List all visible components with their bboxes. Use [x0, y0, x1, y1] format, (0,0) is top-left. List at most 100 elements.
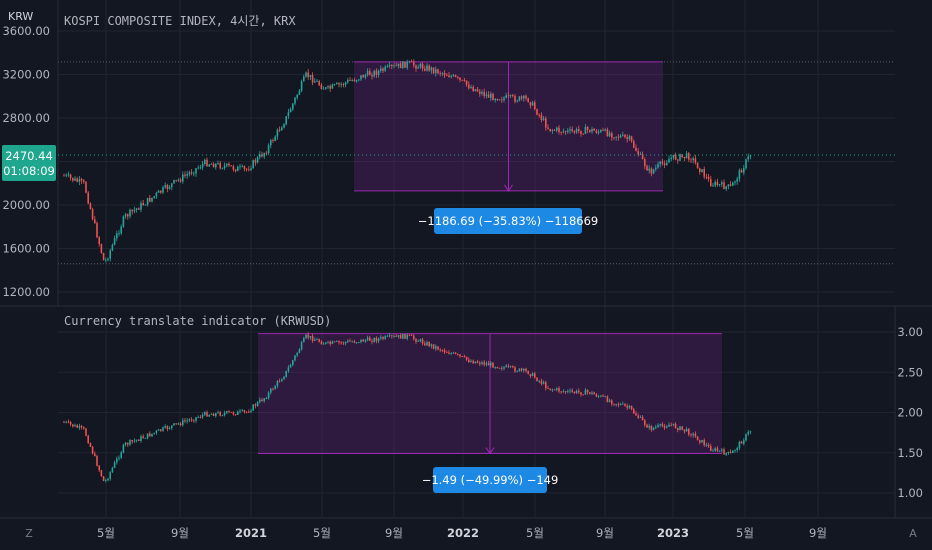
krwusd-candle [529, 374, 532, 377]
kospi-candle [303, 76, 305, 82]
kospi-candle [501, 99, 503, 101]
krwusd-candle [270, 388, 272, 393]
krwusd-candle [292, 360, 294, 365]
krwusd-candle [94, 453, 96, 456]
kospi-candle [283, 124, 285, 128]
kospi-candle [105, 259, 107, 261]
krwusd-candle [514, 367, 516, 372]
krwusd-candle [589, 392, 591, 394]
measure-tool-top[interactable] [354, 61, 663, 192]
kospi-candle [380, 68, 382, 71]
kospi-candle [591, 128, 593, 132]
krwusd-candle [560, 391, 562, 393]
measure-bottom-arrow-head [485, 447, 495, 455]
kospi-candle [630, 136, 633, 142]
krwusd-candle [417, 341, 419, 342]
krwusd-candle [296, 352, 298, 356]
kospi-candle [193, 173, 195, 175]
krwusd-candle [454, 352, 457, 354]
auto-scale-right-button[interactable]: A [909, 527, 917, 540]
kospi-candle [404, 61, 406, 68]
krwusd-candle [507, 365, 510, 367]
krwusd-candle-series[interactable] [63, 332, 752, 483]
krwusd-candle [256, 401, 259, 406]
auto-scale-left-button[interactable]: Z [25, 527, 33, 540]
krwusd-candle [149, 433, 151, 437]
price-axis-right[interactable]: 3.00 2.50 2.00 1.50 1.00 [897, 325, 923, 500]
kospi-candle [232, 166, 235, 170]
kospi-candle [476, 89, 479, 92]
indicator-tick-label: 1.00 [897, 486, 923, 500]
krwusd-candle [487, 363, 490, 366]
krwusd-candle [490, 362, 492, 366]
kospi-candle [622, 134, 624, 136]
kospi-candle [340, 83, 342, 85]
krwusd-candle [219, 412, 221, 416]
krwusd-candle [505, 365, 507, 368]
kospi-candle [509, 95, 512, 96]
kospi-candle [241, 166, 243, 168]
indicator-tick-label: 2.50 [897, 365, 923, 379]
kospi-candle [179, 179, 182, 182]
kospi-candle [388, 64, 391, 67]
krwusd-candle [714, 448, 716, 451]
kospi-candle [155, 192, 158, 197]
krwusd-candle [265, 398, 268, 400]
krwusd-candle [443, 350, 446, 353]
krwusd-candle [608, 400, 611, 402]
auto-scale-left-label[interactable]: Z [25, 527, 33, 540]
kospi-candle [307, 72, 309, 78]
kospi-candle [547, 127, 549, 129]
kospi-candle [190, 172, 193, 174]
kospi-candle [426, 65, 428, 71]
krwusd-candle [496, 367, 499, 369]
measure-tool-bottom[interactable] [258, 333, 722, 455]
kospi-candle [668, 159, 670, 163]
krwusd-candle [549, 388, 551, 390]
kospi-candle [707, 176, 710, 180]
kospi-candle [650, 168, 653, 174]
krwusd-candle [120, 452, 122, 458]
price-tick-label: 1200.00 [2, 285, 50, 299]
krwusd-candle [168, 428, 171, 429]
krwusd-candle [677, 428, 679, 431]
krwusd-candle [525, 368, 527, 372]
time-tick-label: 9월 [171, 526, 189, 540]
kospi-candle [580, 130, 582, 134]
currency-label[interactable]: KRW [8, 10, 33, 23]
kospi-candle [452, 75, 455, 77]
krwusd-candle [536, 377, 538, 382]
krwusd-candle [250, 410, 252, 413]
krwusd-candle [287, 367, 290, 371]
kospi-candle [171, 183, 173, 188]
kospi-candle [520, 96, 523, 99]
krwusd-candle [729, 451, 732, 454]
time-axis[interactable]: 5월 9월 2021 5월 9월 2022 5월 9월 2023 5월 9월 [97, 526, 827, 540]
krwusd-candle [283, 376, 285, 380]
symbol-title[interactable]: KOSPI COMPOSITE INDEX, 4시간, KRX [64, 14, 296, 28]
kospi-candle-series[interactable] [63, 59, 752, 263]
kospi-candle [355, 80, 358, 82]
krwusd-candle [696, 436, 699, 441]
krwusd-candle [410, 334, 413, 336]
kospi-candle [679, 154, 681, 161]
krwusd-candle [69, 421, 72, 425]
kospi-candle [430, 67, 433, 71]
kospi-candle [353, 80, 356, 82]
kospi-candle [309, 75, 312, 78]
kospi-candle [69, 174, 72, 178]
kospi-candle [98, 237, 100, 245]
krwusd-candle [527, 371, 529, 375]
kospi-candle [749, 155, 752, 157]
krwusd-candle [578, 390, 580, 393]
indicator-title[interactable]: Currency translate indicator (KRWUSD) [64, 314, 331, 328]
kospi-candle [633, 141, 635, 148]
kospi-candle [450, 76, 452, 78]
auto-scale-right-label[interactable]: A [909, 527, 917, 540]
krwusd-candle [226, 411, 228, 413]
krwusd-candle [399, 335, 402, 339]
kospi-candle [714, 181, 716, 186]
krwusd-candle [157, 429, 160, 431]
kospi-candle [690, 159, 692, 161]
